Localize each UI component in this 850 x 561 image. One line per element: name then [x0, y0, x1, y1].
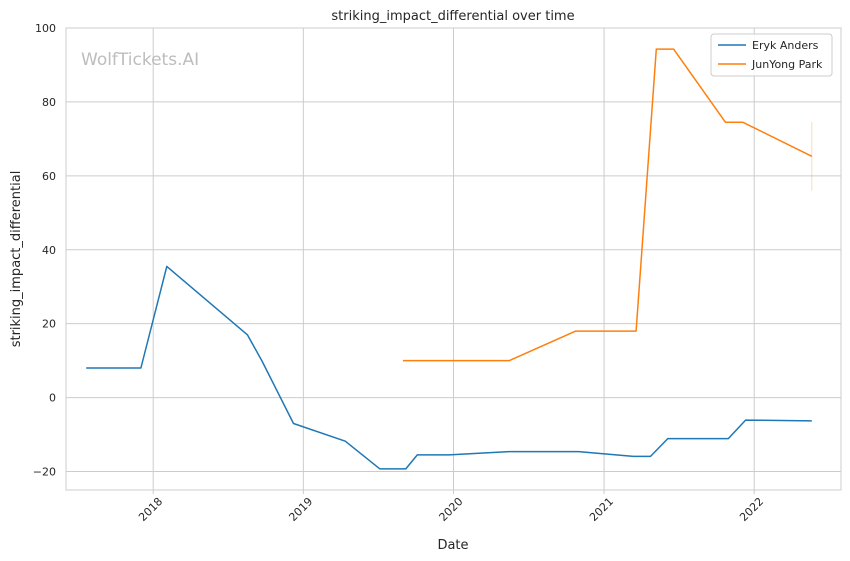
y-tick-label: 80: [42, 96, 56, 109]
y-tick-label: 100: [35, 22, 56, 35]
legend-label-eryk-anders: Eryk Anders: [752, 39, 819, 52]
series-layer: [86, 48, 813, 470]
legend: Eryk Anders JunYong Park: [710, 33, 833, 77]
y-axis-label: striking_impact_differential: [9, 171, 24, 348]
legend-label-junyong-park: JunYong Park: [751, 58, 823, 71]
series-line-eryk-anders: [86, 265, 812, 470]
x-axis-label: Date: [437, 538, 468, 553]
y-tick-label: 60: [42, 170, 56, 183]
y-tick-label: −20: [33, 466, 56, 479]
y-tick-label: 20: [42, 318, 56, 331]
watermark: WolfTickets.AI: [81, 50, 199, 70]
chart-title: striking_impact_differential over time: [331, 9, 574, 24]
series-line-junyong-park: [402, 48, 813, 362]
y-axis-ticks: −20 0 20 40 60 80 100: [33, 22, 56, 479]
y-tick-label: 0: [49, 392, 56, 405]
y-tick-label: 40: [42, 244, 56, 257]
